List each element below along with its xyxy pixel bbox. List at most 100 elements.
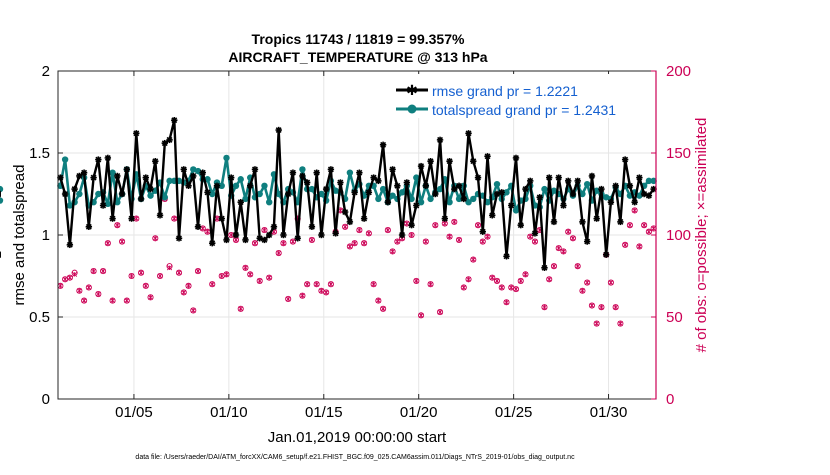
- rmse-point-stroke: [313, 169, 320, 176]
- totalspread-point: [147, 192, 154, 199]
- rmse-point-stroke: [503, 253, 510, 260]
- rmse-point: [332, 230, 339, 237]
- rmse-point-stroke: [460, 195, 467, 202]
- rmse-point-stroke: [437, 136, 444, 143]
- obs-possible-marker: [370, 281, 377, 288]
- rmse-point-stroke: [451, 186, 458, 193]
- obs-assimilated-marker: [219, 273, 225, 279]
- totalspread-point: [76, 190, 83, 198]
- rmse-point: [261, 236, 268, 244]
- y-left-tick-label: 1: [42, 227, 50, 244]
- obs-assimilated-marker: [86, 284, 92, 290]
- rmse-point: [375, 177, 382, 185]
- rmse-point: [512, 154, 520, 162]
- rmse-point: [621, 156, 629, 163]
- y-right-tick-label: 50: [666, 309, 683, 326]
- rmse-point: [185, 182, 192, 189]
- obs-possible-marker: [304, 281, 311, 288]
- obs-assimilated-marker: [185, 283, 192, 289]
- y-right-tick-label: 150: [666, 145, 691, 162]
- rmse-point-stroke: [418, 163, 425, 170]
- rmse-point: [265, 231, 273, 239]
- obs-possible-marker: [142, 282, 149, 289]
- obs-possible-marker: [275, 249, 282, 257]
- rmse-point-stroke: [465, 130, 472, 137]
- rmse-point-stroke: [66, 241, 73, 248]
- obs-assimilated-marker: [299, 293, 305, 299]
- rmse-point: [270, 223, 278, 230]
- rmse-point: [460, 195, 467, 203]
- rmse-point-stroke: [555, 174, 562, 181]
- totalspread-point: [470, 195, 477, 203]
- obs-assimilated-marker: [480, 239, 486, 245]
- rmse-point: [560, 202, 567, 209]
- rmse-point-stroke: [394, 182, 401, 189]
- rmse-point-stroke: [588, 172, 595, 179]
- y-axis-label-right: # of obs: o=possible; ×=assimilated: [693, 118, 710, 353]
- rmse-point-stroke: [446, 158, 453, 165]
- obs-assimilated-marker: [129, 273, 135, 279]
- obs-possible-marker: [194, 268, 202, 275]
- totalspread-point: [218, 182, 225, 189]
- obs-possible-marker: [346, 243, 353, 250]
- obs-assimilated-marker: [371, 281, 377, 287]
- obs-possible-marker: [427, 281, 434, 288]
- rmse-point: [564, 177, 572, 185]
- rmse-point: [598, 185, 605, 193]
- obs-possible-marker: [569, 235, 576, 242]
- rmse-point: [95, 156, 102, 163]
- rmse-point-stroke: [408, 222, 415, 229]
- obs-possible-marker: [299, 292, 306, 299]
- chart-title-line2: AIRCRAFT_TEMPERATURE @ 313 hPa: [228, 49, 487, 65]
- obs-possible-marker: [641, 222, 648, 229]
- rmse-point: [90, 174, 97, 181]
- obs-possible-marker: [593, 320, 600, 327]
- obs-possible-marker: [237, 305, 244, 312]
- rmse-point: [341, 208, 349, 216]
- obs-possible-marker: [479, 238, 486, 245]
- obs-assimilated-marker: [361, 240, 367, 246]
- rmse-point: [389, 166, 396, 173]
- obs-possible-marker: [455, 236, 463, 243]
- y-right-tick-label: 0: [666, 391, 674, 408]
- obs-possible-marker: [574, 263, 581, 270]
- rmse-point-stroke: [479, 228, 486, 235]
- obs-assimilated-marker: [451, 219, 457, 225]
- rmse-point: [436, 136, 444, 144]
- totalspread-point: [0, 197, 4, 204]
- obs-assimilated-marker: [584, 280, 590, 286]
- obs-assimilated-marker: [266, 275, 272, 281]
- totalspread-point: [308, 185, 316, 193]
- rmse-point-stroke: [285, 191, 292, 197]
- rmse-point-stroke: [247, 182, 254, 189]
- totalspread-point: [0, 185, 4, 193]
- totalspread-point: [66, 202, 74, 209]
- obs-possible-marker: [285, 295, 292, 303]
- rmse-point-stroke: [631, 199, 638, 206]
- rmse-point: [147, 185, 154, 193]
- rmse-point-stroke: [527, 177, 534, 184]
- obs-assimilated-marker: [409, 232, 415, 238]
- rmse-point-stroke: [95, 156, 102, 163]
- obs-assimilated-marker: [556, 245, 562, 251]
- totalspread-point: [579, 190, 586, 198]
- rmse-point: [508, 202, 515, 209]
- rmse-point: [204, 189, 211, 196]
- obs-assimilated-marker: [532, 239, 538, 245]
- rmse-point: [498, 189, 505, 196]
- rmse-point-stroke: [365, 189, 372, 196]
- obs-possible-marker: [503, 299, 510, 306]
- rmse-point-stroke: [403, 179, 410, 186]
- totalspread-point: [493, 180, 501, 188]
- rmse-point: [118, 190, 126, 198]
- obs-assimilated-marker: [570, 235, 576, 241]
- rmse-point: [398, 231, 406, 239]
- rmse-point-stroke: [81, 169, 88, 176]
- rmse-point: [61, 190, 69, 198]
- obs-assimilated-marker: [565, 229, 571, 235]
- rmse-point-stroke: [185, 182, 192, 189]
- rmse-point: [71, 185, 78, 193]
- obs-possible-marker: [446, 233, 453, 240]
- totalspread-point: [398, 189, 406, 196]
- obs-possible-marker: [394, 238, 401, 245]
